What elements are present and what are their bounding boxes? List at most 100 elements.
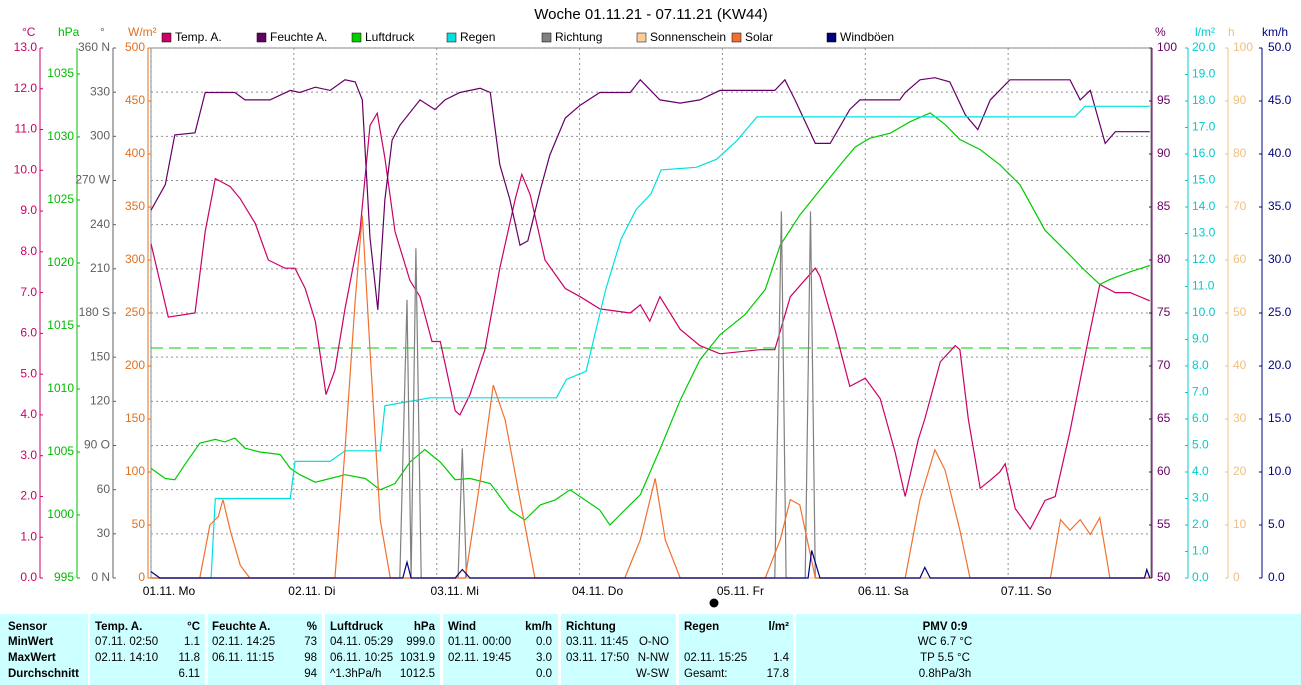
y-tick-label: 7.0 — [1192, 385, 1209, 399]
y-tick-label: 10.0 — [1192, 305, 1216, 319]
y-tick-label: 9.0 — [20, 203, 37, 217]
y-tick-label: 6.0 — [1192, 411, 1209, 425]
y-tick-label: 400 — [125, 146, 145, 160]
table-cell: PMV 0:9 — [923, 621, 968, 633]
y-tick-label: 0.0 — [20, 570, 37, 584]
y-tick-label: 60 — [97, 482, 111, 496]
legend-swatch — [161, 32, 172, 43]
y-tick-label: 270 W — [75, 173, 110, 187]
table-cell: 3.0 — [536, 652, 552, 664]
y-tick-label: 14.0 — [1192, 199, 1216, 213]
series-line — [151, 211, 1150, 579]
y-tick-label: 2.0 — [1192, 517, 1209, 531]
y-tick-label: 10.0 — [1268, 464, 1292, 478]
legend-swatch — [541, 32, 552, 43]
table-cell: 98 — [304, 652, 317, 664]
table-cell: hPa — [414, 621, 436, 633]
y-tick-label: 65 — [1157, 411, 1171, 425]
y-tick-label: 19.0 — [1192, 67, 1216, 81]
y-tick-label: 210 — [90, 261, 110, 275]
series-line — [150, 550, 1151, 579]
table-cell: 01.11. 00:00 — [448, 636, 511, 648]
y-tick-label: 50 — [1233, 305, 1247, 319]
y-tick-label: 3.0 — [1192, 491, 1209, 505]
x-tick-label: 06.11. Sa — [858, 584, 909, 598]
y-tick-label: 15.0 — [1268, 411, 1292, 425]
y-tick-label: 4.0 — [1192, 464, 1209, 478]
table-cell: 0.8hPa/3h — [919, 668, 971, 680]
x-tick-label: 01.11. Mo — [143, 584, 196, 598]
y-tick-label: 55 — [1157, 517, 1171, 531]
y-tick-label: 12.0 — [1192, 252, 1216, 266]
table-cell: WC 6.7 °C — [918, 636, 972, 648]
now-marker — [709, 598, 719, 608]
y-tick-label: 10 — [1233, 517, 1247, 531]
table-cell: Regen — [684, 621, 719, 633]
y-tick-label: 300 — [125, 252, 145, 266]
table-cell: ^1.3hPa/h — [330, 668, 381, 680]
y-tick-label: 60 — [1233, 252, 1247, 266]
y-tick-label: 18.0 — [1192, 93, 1216, 107]
y-tick-label: 1020 — [47, 255, 74, 269]
y-tick-label: 70 — [1233, 199, 1247, 213]
y-tick-label: 11.0 — [15, 122, 38, 136]
legend-label: Luftdruck — [365, 30, 415, 44]
series-line — [150, 111, 1151, 531]
y-tick-label: 16.0 — [1192, 146, 1216, 160]
table-cell: Richtung — [566, 621, 616, 633]
y-tick-label: 13.0 — [1192, 226, 1216, 240]
table-cell: 1.1 — [184, 636, 200, 648]
y-tick-label: 45.0 — [1268, 93, 1292, 107]
y-tick-label: 500 — [125, 40, 145, 54]
y-tick-label: 30.0 — [1268, 252, 1292, 266]
y-tick-label: 8.0 — [1192, 358, 1209, 372]
y-tick-label: 350 — [125, 199, 145, 213]
legend-swatch — [636, 32, 647, 43]
x-tick-label: 05.11. Fr — [717, 584, 764, 598]
table-cell: 04.11. 05:29 — [330, 636, 393, 648]
table-cell: 02.11. 14:10 — [95, 652, 158, 664]
table-cell: Sensor — [8, 621, 48, 633]
table-cell: 11.8 — [178, 652, 200, 664]
table-block — [90, 614, 205, 685]
y-tick-label: 5.0 — [1268, 517, 1285, 531]
table-cell: 03.11. 17:50 — [566, 652, 629, 664]
y-tick-label: 1015 — [47, 318, 74, 332]
y-tick-label: 360 N — [78, 40, 110, 54]
y-tick-label: 9.0 — [1192, 332, 1209, 346]
y-tick-label: 100 — [125, 464, 145, 478]
y-tick-label: 1005 — [47, 444, 74, 458]
axis-unit: l/m² — [1195, 25, 1215, 39]
axis-unit: h — [1228, 25, 1235, 39]
table-block — [679, 614, 793, 685]
table-cell: 999.0 — [406, 636, 435, 648]
table-cell: MaxWert — [8, 652, 56, 664]
y-tick-label: 450 — [125, 93, 145, 107]
table-cell: N-NW — [638, 652, 669, 664]
y-tick-label: 80 — [1233, 146, 1247, 160]
table-cell: l/m² — [769, 621, 790, 633]
axis-unit: % — [1155, 25, 1166, 39]
table-cell: °C — [187, 621, 200, 633]
axis-unit: km/h — [1262, 25, 1288, 39]
y-tick-label: 95 — [1157, 93, 1171, 107]
y-tick-label: 150 — [125, 411, 145, 425]
table-block — [443, 614, 558, 685]
table-block — [561, 614, 676, 685]
table-cell: 0.0 — [536, 668, 552, 680]
y-tick-label: 300 — [90, 129, 110, 143]
y-tick-label: 8.0 — [20, 244, 37, 258]
series-line — [150, 112, 1150, 527]
y-tick-label: 250 — [125, 305, 145, 319]
table-cell: km/h — [525, 621, 552, 633]
table-cell: O-NO — [639, 636, 669, 648]
y-tick-label: 0.0 — [1192, 570, 1209, 584]
table-cell: 0.0 — [536, 636, 552, 648]
y-tick-label: 200 — [125, 358, 145, 372]
table-cell: 1012.5 — [400, 668, 435, 680]
axis-unit: hPa — [58, 25, 80, 39]
y-tick-label: 40 — [1233, 358, 1247, 372]
y-tick-label: 40.0 — [1268, 146, 1292, 160]
y-tick-label: 5.0 — [20, 366, 37, 380]
y-tick-label: 75 — [1157, 305, 1171, 319]
